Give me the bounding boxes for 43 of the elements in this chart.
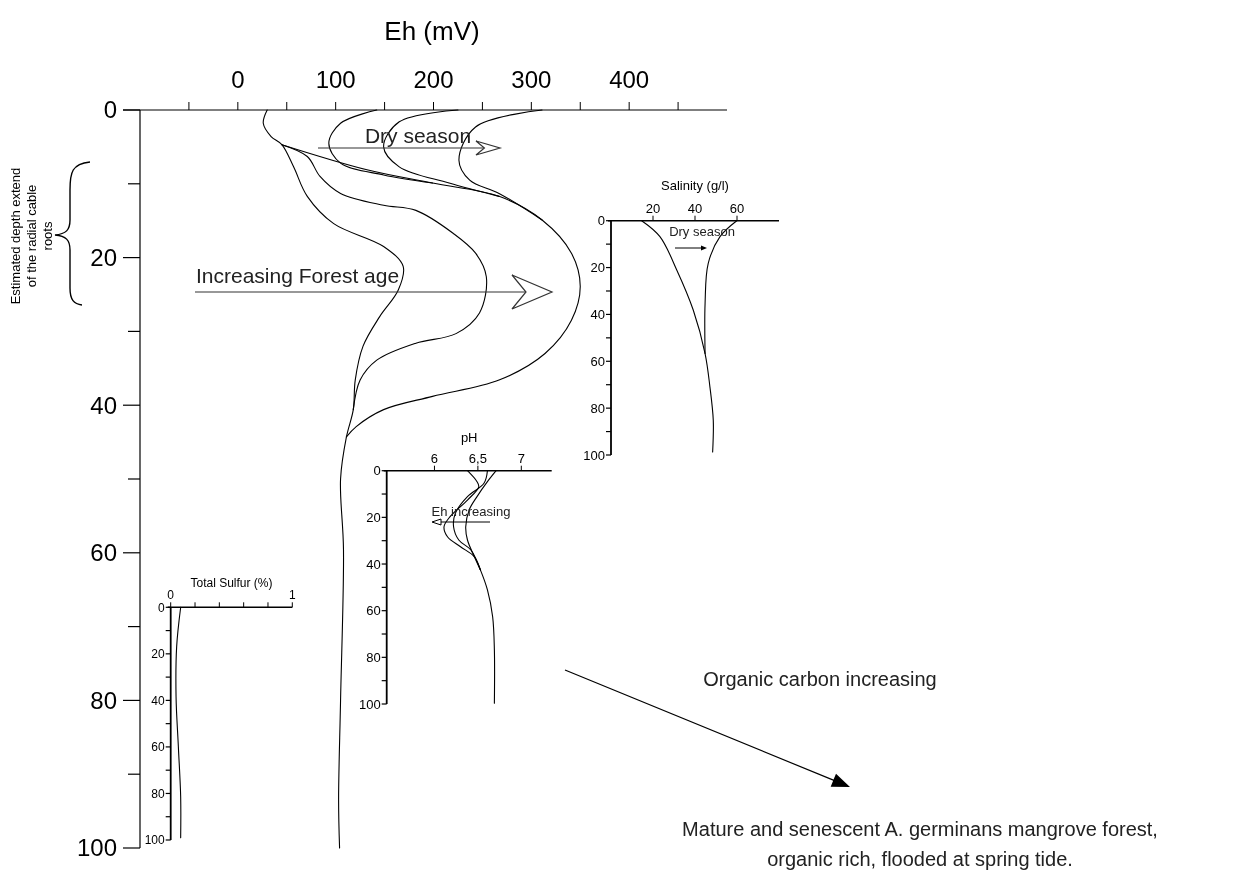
y-tick-label: 40 xyxy=(366,556,381,572)
y-tick-label: 80 xyxy=(366,649,381,665)
x-axis-title: Eh (mV) xyxy=(384,16,480,46)
x-tick-label: 7 xyxy=(517,450,525,466)
annotation: Mature and senescent A. germinans mangrove forest, organic rich, flooded at spring tide. xyxy=(682,818,1158,870)
y-tick-label: 60 xyxy=(151,740,166,755)
annotation: Increasing Forest age xyxy=(196,264,400,287)
y-tick-label: 80 xyxy=(90,686,117,714)
x-tick-label: 300 xyxy=(511,66,552,93)
y-tick-label: 40 xyxy=(151,693,166,708)
y-tick-label: 100 xyxy=(76,834,117,862)
y-tick-label: 0 xyxy=(597,213,605,229)
x-tick-label: 400 xyxy=(609,66,650,93)
y-tick-label: 60 xyxy=(590,353,605,369)
y-tick-label: 40 xyxy=(590,306,605,322)
x-axis-title: Total Sulfur (%) xyxy=(190,576,273,590)
y-tick-label: 0 xyxy=(373,463,381,479)
y-tick-label: 20 xyxy=(366,509,381,525)
x-tick-label: 0 xyxy=(231,66,245,93)
x-tick-label: 40 xyxy=(687,200,703,216)
x-tick-label: 1 xyxy=(288,588,296,603)
y-tick-label: 60 xyxy=(366,603,381,619)
x-tick-label: 200 xyxy=(413,66,454,93)
y-tick-label: 0 xyxy=(158,600,166,615)
y-tick-label: 80 xyxy=(590,400,605,416)
x-tick-label: 100 xyxy=(315,66,356,93)
annotation: Organic carbon increasing xyxy=(703,668,937,690)
y-tick-label: 60 xyxy=(90,539,117,567)
y-tick-label: 20 xyxy=(590,260,605,276)
y-tick-label: 80 xyxy=(151,786,166,801)
text: Estimated depth extend of the radial cable roots xyxy=(8,167,55,305)
y-tick-label: 40 xyxy=(90,391,117,419)
y-tick-label: 100 xyxy=(144,833,166,848)
x-tick-label: 6 xyxy=(430,450,439,466)
y-tick-label: 0 xyxy=(103,96,117,124)
y-tick-label: 100 xyxy=(359,696,381,712)
x-tick-label: 6,5 xyxy=(468,450,487,466)
x-tick-label: 20 xyxy=(645,200,661,216)
x-axis-title: pH xyxy=(460,430,478,445)
y-tick-label: 20 xyxy=(151,647,166,662)
x-axis-title: Salinity (g/l) xyxy=(661,178,729,193)
x-tick-label: 60 xyxy=(729,200,745,216)
y-tick-label: 20 xyxy=(90,244,117,271)
